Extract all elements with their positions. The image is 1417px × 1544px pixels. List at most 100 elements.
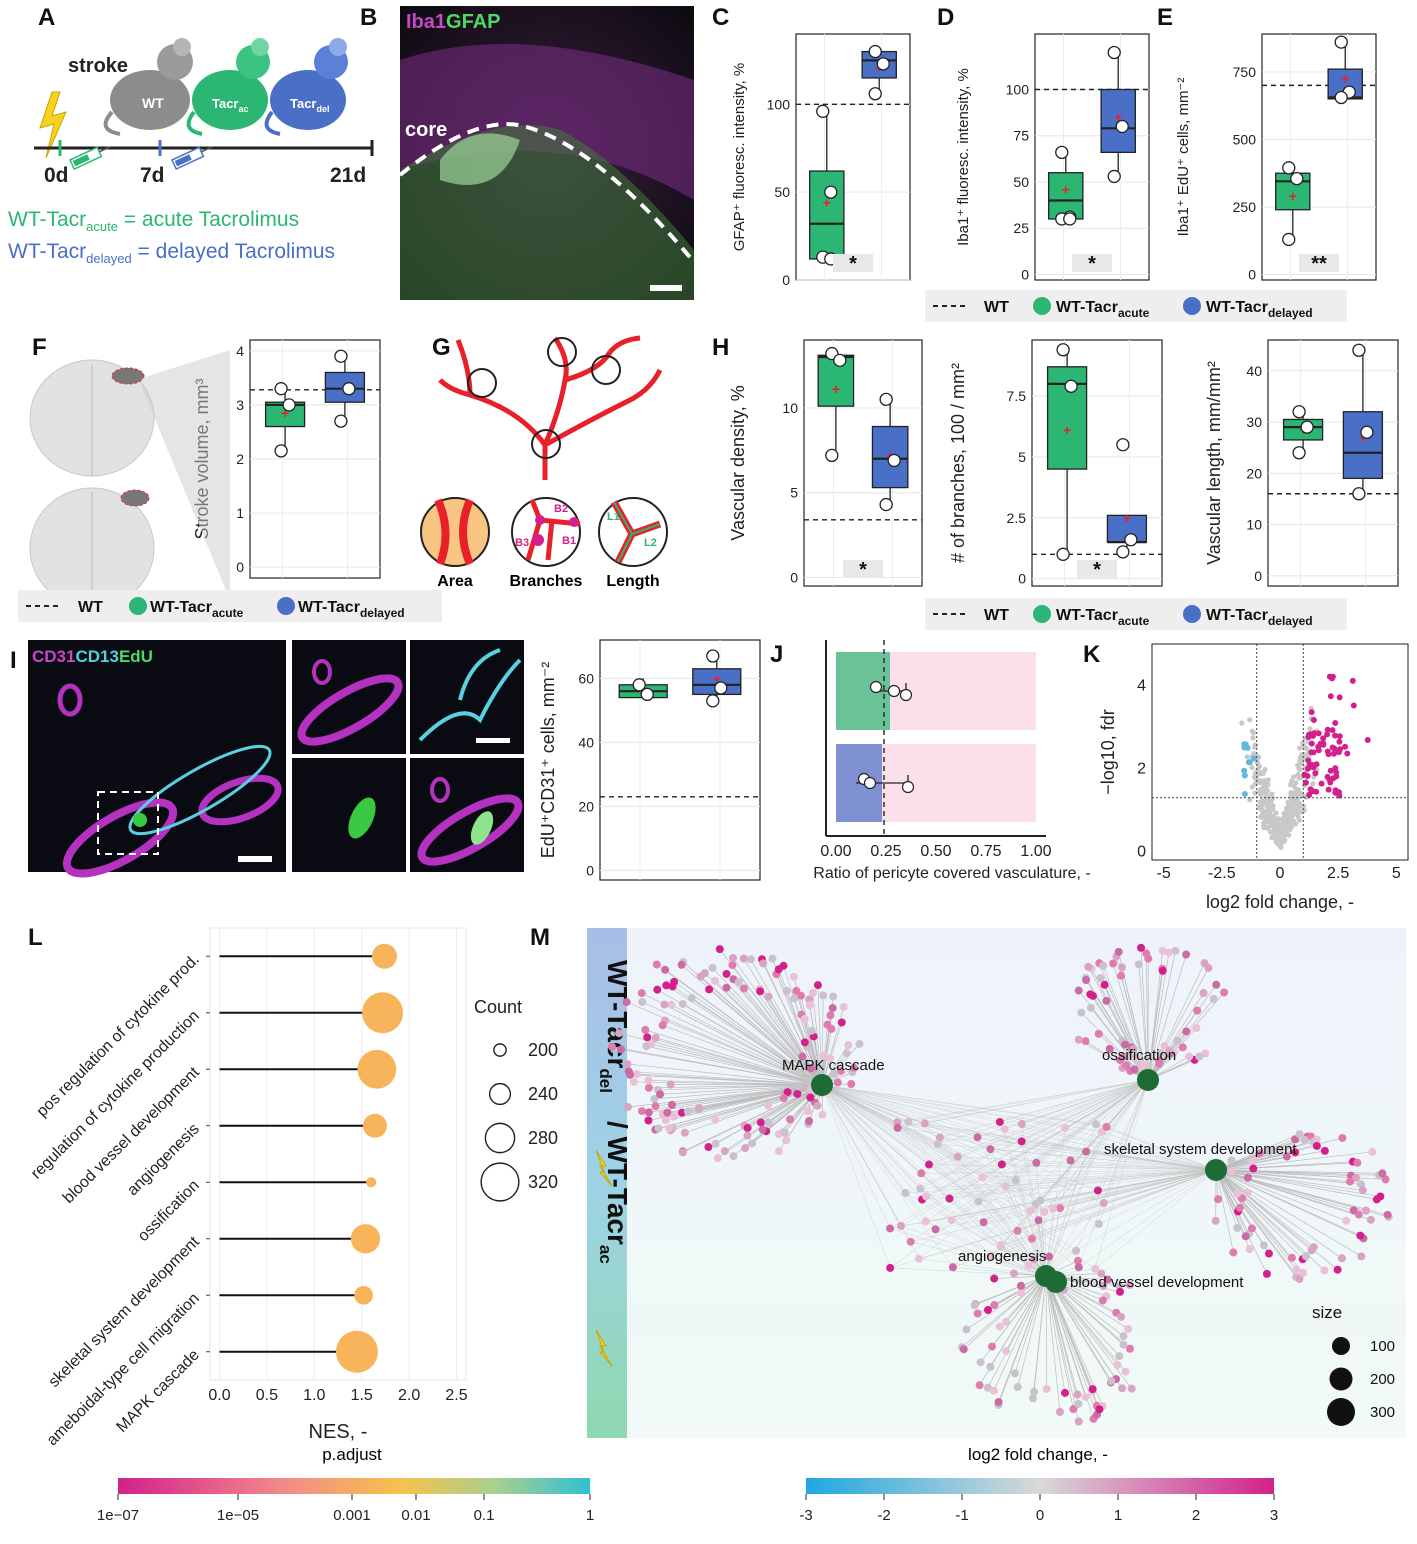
volcano-point-up	[1310, 716, 1317, 723]
gene-node	[1009, 1269, 1018, 1278]
volcano-point-up	[1308, 749, 1315, 756]
volcano-point-ns	[1247, 797, 1253, 803]
network-edge	[952, 1079, 1149, 1268]
gene-node	[1109, 959, 1118, 968]
gene-node	[1086, 1003, 1095, 1012]
legend-mid-delayed: WT-Tacrdelayed	[298, 599, 405, 620]
y-tick-label: 0	[1018, 571, 1026, 587]
volcano-point-ns	[1247, 717, 1253, 723]
volcano-point-ns	[1281, 810, 1287, 816]
gene-node	[1259, 1241, 1268, 1250]
volcano-point-ns	[1299, 756, 1306, 762]
network-edge	[1215, 1169, 1363, 1191]
size-legend-circle	[493, 1043, 507, 1057]
network-edge	[890, 1169, 1217, 1269]
colorbar-lfc-gradient	[806, 1478, 1274, 1494]
volcano-point-up	[1326, 776, 1333, 783]
volcano-point-ns	[1281, 833, 1287, 839]
network-edge	[627, 1063, 823, 1086]
y-axis-label: # of branches, 100 / mm²	[948, 363, 968, 563]
network-edge	[1001, 1164, 1047, 1277]
mouse-delayed-label: Tacrdel	[290, 96, 330, 114]
network-edge	[821, 1084, 1039, 1221]
gene-node	[1013, 1383, 1022, 1392]
gene-node	[959, 1345, 968, 1354]
network-edge	[1045, 1275, 1123, 1389]
network-edge	[654, 1084, 823, 1100]
volcano-point-up	[1318, 780, 1325, 787]
y-tick-label: 75	[1013, 128, 1029, 144]
y-axis-label: Vascular density, %	[728, 385, 748, 540]
network-edge	[1004, 1128, 1217, 1171]
network-edge	[900, 1169, 1217, 1227]
network-edge	[691, 997, 823, 1086]
volcano-point-up	[1327, 767, 1334, 774]
gene-node	[997, 1160, 1006, 1169]
network-edge	[1045, 1275, 1048, 1389]
network-edge	[1098, 1169, 1217, 1225]
gene-node	[896, 1221, 905, 1230]
volcano-point-up	[1336, 733, 1343, 740]
data-point	[887, 453, 901, 468]
gene-node	[695, 1104, 704, 1113]
gene-node	[780, 1128, 789, 1137]
network-edge	[939, 1137, 1217, 1171]
core-border	[398, 122, 696, 264]
box-mean-marker: +	[1114, 109, 1122, 125]
gene-node	[656, 1090, 665, 1099]
gene-node	[650, 1094, 659, 1103]
x-tick-label: 5	[1392, 865, 1401, 882]
data-point	[342, 382, 356, 396]
volcano-point-up	[1364, 736, 1371, 743]
volcano-point-down	[1241, 772, 1248, 779]
gene-node	[849, 1063, 858, 1072]
y-tick-label: 0	[236, 559, 244, 575]
gene-node	[1122, 1061, 1131, 1070]
volcano-point-ns	[1265, 781, 1271, 788]
colorbar-tick-label: 1e−05	[217, 1507, 259, 1524]
network-edge	[1215, 1169, 1347, 1222]
data-point	[876, 57, 890, 71]
legend-top-bg	[925, 290, 1347, 322]
gene-node	[906, 1237, 915, 1246]
gene-node	[622, 998, 631, 1007]
gene-node	[1034, 1216, 1043, 1225]
panel-letter-m: M	[530, 924, 550, 951]
legend-top-acute: WT-Tacracute	[1056, 299, 1150, 320]
syringe-delayed-icon	[171, 146, 213, 171]
data-point	[1064, 379, 1078, 393]
network-edge	[1045, 1208, 1061, 1277]
pathway-node-label: skeletal system development	[1104, 1141, 1297, 1158]
gene-node	[1016, 1281, 1025, 1290]
gene-node	[1124, 1051, 1133, 1060]
gene-node	[1094, 1219, 1103, 1228]
panel-letter-c: C	[712, 4, 729, 31]
gene-node	[1115, 1287, 1124, 1296]
gene-node	[1074, 1035, 1083, 1044]
gene-node	[1144, 954, 1153, 963]
gene-node	[1074, 1263, 1083, 1272]
network-edge	[1215, 1169, 1359, 1215]
gene-node	[1378, 1169, 1387, 1178]
network-edge	[1215, 1169, 1297, 1270]
network-edge	[1045, 1275, 1074, 1410]
boxplot-d: 0 25 50 75 100 + + * Iba1⁺ fluoresc. intensity, …	[955, 33, 1150, 282]
gene-node	[970, 1301, 979, 1310]
gene-node	[1016, 1288, 1025, 1297]
gene-node	[1114, 947, 1123, 956]
panel-j-chart: 0.00 0.25 0.50 0.75 1.00 Ratio of pericyte co…	[813, 640, 1091, 882]
volcano-point-ns	[1262, 766, 1268, 773]
stroke-label: stroke	[68, 55, 128, 77]
significance-label: **	[1311, 253, 1327, 275]
volcano-point-ns	[1250, 735, 1256, 741]
network-edge	[646, 1045, 823, 1086]
gene-node	[1024, 1261, 1033, 1270]
gene-node	[1199, 989, 1208, 998]
gene-node	[1292, 1265, 1301, 1274]
gene-node	[711, 976, 720, 985]
timeline-21d: 21d	[330, 164, 366, 187]
gene-node	[1309, 1243, 1318, 1252]
gene-node	[808, 988, 817, 997]
